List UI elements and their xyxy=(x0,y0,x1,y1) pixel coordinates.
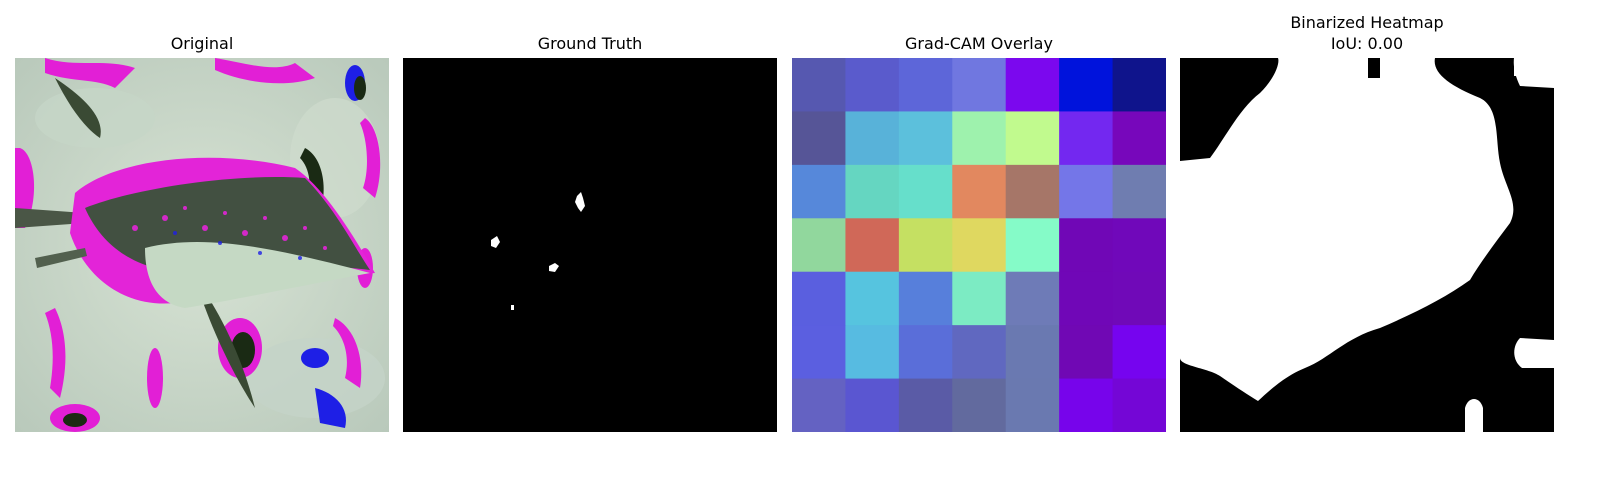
gradcam-cell-r3-c4 xyxy=(1005,218,1060,273)
gradcam-cell-r6-c3 xyxy=(952,378,1007,432)
gradcam-cell-r5-c6 xyxy=(1112,325,1166,380)
gradcam-cell-r2-c5 xyxy=(1059,164,1114,219)
original-image-panel xyxy=(15,58,389,432)
binarized-heatmap-mask xyxy=(1180,58,1554,432)
gradcam-cell-r4-c3 xyxy=(952,271,1007,326)
gradcam-cell-r6-c1 xyxy=(845,378,900,432)
gradcam-cell-r5-c2 xyxy=(898,325,953,380)
binarized-heatmap-panel xyxy=(1180,58,1554,432)
gradcam-cell-r6-c6 xyxy=(1112,378,1166,432)
gradcam-cell-r0-c5 xyxy=(1059,58,1114,112)
gradcam-cell-r1-c4 xyxy=(1005,111,1060,166)
gradcam-heatmap-grid xyxy=(792,58,1166,432)
panel-subtitle-iou: IoU: 0.00 xyxy=(1330,34,1404,53)
panel-title-ground-truth: Ground Truth xyxy=(537,34,643,53)
gradcam-overlay-panel xyxy=(792,58,1166,432)
gradcam-cell-r6-c0 xyxy=(792,378,846,432)
gradcam-cell-r1-c6 xyxy=(1112,111,1166,166)
gradcam-cell-r1-c1 xyxy=(845,111,900,166)
ground-truth-mask xyxy=(403,58,777,432)
gradcam-cell-r4-c5 xyxy=(1059,271,1114,326)
gradcam-cell-r0-c3 xyxy=(952,58,1007,112)
gradcam-cell-r4-c4 xyxy=(1005,271,1060,326)
gradcam-cell-r5-c3 xyxy=(952,325,1007,380)
gradcam-cell-r5-c0 xyxy=(792,325,846,380)
gradcam-cell-r3-c5 xyxy=(1059,218,1114,273)
gradcam-cell-r3-c0 xyxy=(792,218,846,273)
gradcam-cell-r3-c2 xyxy=(898,218,953,273)
gradcam-cell-r4-c6 xyxy=(1112,271,1166,326)
gradcam-cell-r5-c4 xyxy=(1005,325,1060,380)
panel-title-gradcam: Grad-CAM Overlay xyxy=(905,34,1053,53)
gradcam-cell-r6-c5 xyxy=(1059,378,1114,432)
gradcam-cell-r1-c5 xyxy=(1059,111,1114,166)
gradcam-cell-r0-c2 xyxy=(898,58,953,112)
gradcam-cell-r1-c2 xyxy=(898,111,953,166)
gradcam-cell-r2-c4 xyxy=(1005,164,1060,219)
gradcam-cell-r6-c4 xyxy=(1005,378,1060,432)
gradcam-cell-r3-c3 xyxy=(952,218,1007,273)
gradcam-cell-r2-c2 xyxy=(898,164,953,219)
gradcam-cell-r3-c1 xyxy=(845,218,900,273)
gradcam-cell-r1-c0 xyxy=(792,111,846,166)
gradcam-cell-r0-c1 xyxy=(845,58,900,112)
gradcam-cell-r0-c0 xyxy=(792,58,846,112)
gradcam-cell-r4-c2 xyxy=(898,271,953,326)
panel-title-binarized: Binarized Heatmap xyxy=(1290,13,1444,32)
panel-title-original: Original xyxy=(170,34,234,53)
gradcam-cell-r6-c2 xyxy=(898,378,953,432)
original-leaf-image xyxy=(15,58,389,432)
gradcam-cell-r4-c0 xyxy=(792,271,846,326)
gradcam-cell-r0-c6 xyxy=(1112,58,1166,112)
gradcam-cell-r3-c6 xyxy=(1112,218,1166,273)
gradcam-cell-r5-c5 xyxy=(1059,325,1114,380)
gradcam-cell-r2-c6 xyxy=(1112,164,1166,219)
gradcam-cell-r4-c1 xyxy=(845,271,900,326)
gradcam-cell-r0-c4 xyxy=(1005,58,1060,112)
ground-truth-panel xyxy=(403,58,777,432)
gradcam-cell-r2-c3 xyxy=(952,164,1007,219)
gradcam-cell-r1-c3 xyxy=(952,111,1007,166)
gradcam-cell-r5-c1 xyxy=(845,325,900,380)
gradcam-cell-r2-c0 xyxy=(792,164,846,219)
gradcam-cell-r2-c1 xyxy=(845,164,900,219)
